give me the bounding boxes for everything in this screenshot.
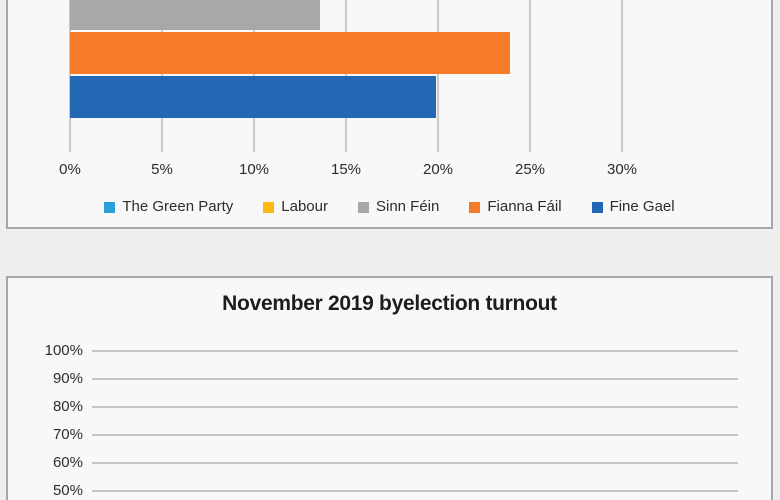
grid-line-vertical (529, 0, 531, 152)
y-tick-label: 70% (52, 426, 83, 443)
legend-swatch-icon (357, 201, 369, 213)
grid-line-horizontal (92, 406, 738, 408)
turnout-chart-panel: November 2019 byelection turnout 100% 90%… (6, 276, 773, 500)
legend-item-sinn-fein: Sinn Féin (357, 198, 440, 215)
bar-sinn-fein (70, 0, 321, 30)
y-tick-label: 60% (52, 454, 83, 471)
legend-item-labour: Labour (263, 199, 328, 215)
turnout-plot-area: 100% 90% 80% 70% 60% 50% (8, 278, 771, 500)
legend-label: The Green Party (122, 198, 234, 215)
grid-line-horizontal (92, 350, 738, 352)
bar-fine-gael (70, 76, 437, 118)
y-tick-label: 90% (52, 370, 83, 387)
legend-label: Fianna Fáil (487, 198, 562, 215)
grid-line-horizontal (92, 490, 738, 492)
grid-line-horizontal (92, 378, 738, 380)
x-tick-label: 25% (514, 161, 546, 178)
bar-fianna-fail (70, 32, 510, 74)
legend-label: Labour (281, 198, 328, 215)
grid-line-vertical (621, 0, 623, 152)
legend-swatch-icon (104, 201, 116, 213)
first-preference-chart-panel: 0% 5% 10% 15% 20% 25% 30% The Green Party Labour… (6, 0, 773, 229)
bar-plot-area: 0% 5% 10% 15% 20% 25% 30% The Green Party Labour… (8, 0, 771, 227)
x-tick-label: 30% (606, 161, 638, 178)
legend-item-fianna-fail: Fianna Fáil (469, 198, 562, 215)
legend-item-the-green-party: The Green Party (104, 199, 233, 215)
legend-item-fine-gael: Fine Gael (591, 198, 675, 215)
grid-line-horizontal (92, 434, 738, 436)
legend-swatch-icon (591, 201, 603, 213)
x-tick-label: 5% (151, 161, 173, 178)
legend-swatch-icon (263, 201, 275, 213)
x-tick-label: 15% (330, 161, 362, 178)
y-tick-label: 50% (52, 482, 83, 499)
grid-line-vertical (437, 0, 439, 152)
y-tick-label: 100% (44, 342, 83, 359)
y-tick-label: 80% (52, 398, 83, 415)
grid-line-horizontal (92, 462, 738, 464)
x-tick-label: 10% (238, 161, 270, 178)
x-tick-label: 20% (422, 161, 454, 178)
x-tick-label: 0% (59, 161, 81, 178)
chart-legend: The Green Party Labour Sinn Féin Fianna Fái… (8, 199, 771, 215)
legend-label: Fine Gael (609, 198, 675, 215)
legend-label: Sinn Féin (375, 198, 440, 215)
turnout-chart-title: November 2019 byelection turnout (222, 292, 557, 315)
legend-swatch-icon (469, 201, 481, 213)
